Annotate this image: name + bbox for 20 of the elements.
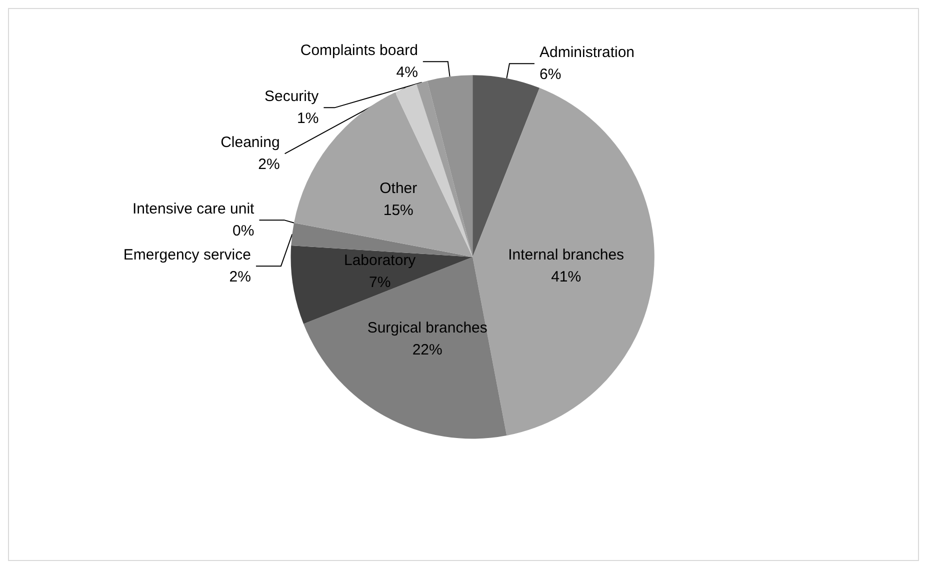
slice-label: Laboratory bbox=[344, 252, 416, 270]
category-label: Intensive care unit bbox=[132, 200, 254, 218]
text: 0% bbox=[232, 222, 254, 240]
data-label: 1% bbox=[296, 110, 319, 128]
data-label: 6% bbox=[539, 66, 562, 84]
data-label: 4% bbox=[396, 64, 418, 82]
data-label: 22% bbox=[412, 342, 442, 359]
data-label: 7% bbox=[368, 274, 391, 292]
slice-label: Security bbox=[264, 88, 320, 106]
slice-label: Surgical branches bbox=[367, 320, 488, 337]
slice-label: Cleaning bbox=[220, 134, 280, 152]
data-label: 15% bbox=[383, 202, 414, 219]
slice-label: Other bbox=[380, 180, 418, 197]
slice-label: Internal branches bbox=[508, 246, 624, 264]
slice-label: Administration bbox=[539, 44, 635, 62]
data-label: 2% bbox=[258, 156, 280, 174]
data-label: 41% bbox=[551, 268, 582, 286]
slice-label: Complaints board bbox=[300, 42, 418, 60]
data-label: 2% bbox=[229, 268, 251, 286]
slice-label: Emergency service bbox=[123, 246, 251, 264]
